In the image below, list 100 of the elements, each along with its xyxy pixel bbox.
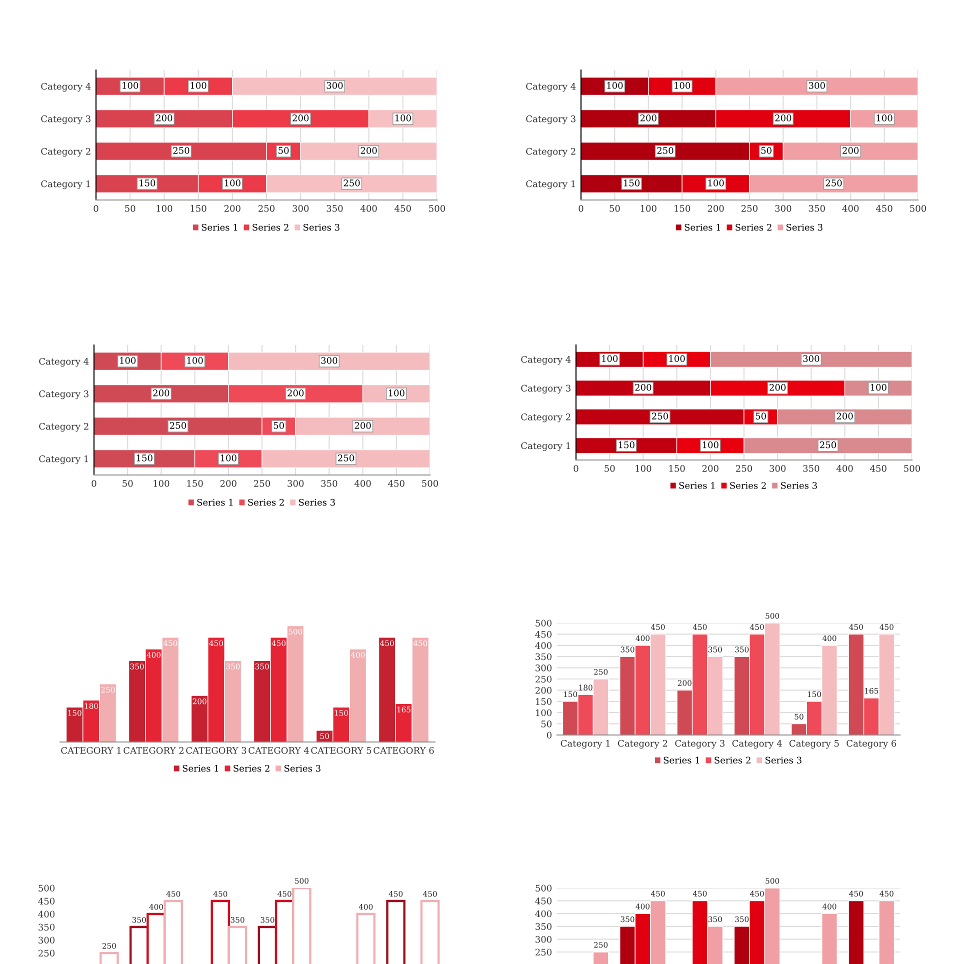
y-tick-label: 400 [535,910,552,918]
x-tick-label: CATEGORY 3 [186,747,246,754]
y-tick-label: 0 [546,732,552,739]
data-label: 200 [775,114,792,122]
x-tick-label: 100 [636,465,652,472]
data-label: 250 [170,422,186,429]
y-tick-label: 500 [536,884,552,892]
legend-label: Series 2 [234,764,270,772]
x-tick-label: 150 [187,480,203,487]
y-tick-label: Category 2 [41,148,90,157]
x-tick-label: 350 [321,480,338,487]
legend-label: Series 2 [248,498,284,506]
data-label: 100 [120,357,136,364]
data-label: 250 [338,454,354,462]
data-label: 200 [360,147,377,154]
x-tick-label: 150 [674,205,690,212]
data-label: 100 [876,114,892,122]
x-tick-label: 250 [254,480,270,487]
y-tick-label: Category 3 [39,390,88,400]
x-tick-label: Category 6 [846,740,896,749]
legend-label: Series 2 [252,224,288,231]
data-label: 200 [292,114,309,122]
x-tick-label: CATEGORY 6 [374,747,434,754]
x-tick-label: 500 [422,480,438,487]
y-tick-label: 250 [536,676,552,683]
y-tick-label: 300 [536,936,552,943]
x-tick-label: 300 [770,465,786,472]
y-tick-label: 100 [536,709,552,716]
data-label: 250 [344,180,360,186]
legend-label: Series 1 [664,756,700,764]
y-tick-label: Category 1 [521,442,570,451]
y-tick-label: 350 [38,924,55,931]
legend-label: Series 3 [284,764,320,772]
data-label: 200 [354,422,371,429]
data-label: 200 [156,114,172,122]
data-label: 100 [702,441,718,448]
data-label: 100 [220,454,236,462]
data-label: 150 [140,180,156,186]
y-tick-label: 350 [536,653,552,660]
x-tick-label: Category 5 [790,740,839,749]
x-tick-label: 500 [904,465,920,472]
data-label: 200 [842,147,859,154]
x-tick-label: 450 [388,480,404,487]
y-tick-label: Category 4 [39,358,89,367]
data-label: 50 [278,147,289,154]
legend-label: Series 3 [786,224,822,231]
y-tick-label: Category 2 [39,422,88,432]
data-label: 100 [388,390,404,396]
data-label: 100 [607,82,623,89]
data-label: 300 [803,355,820,362]
legend-label: Series 2 [736,224,772,231]
data-label: 100 [190,82,206,89]
data-label: 50 [761,147,772,154]
y-tick-label: 350 [536,923,552,930]
legend-label: Series 1 [684,224,720,231]
x-tick-label: 0 [578,205,584,212]
data-label: 100 [122,82,138,89]
x-tick-label: Category 1 [560,740,610,749]
x-tick-label: 0 [92,480,96,487]
data-label: 250 [820,441,836,448]
x-tick-label: 100 [640,205,656,212]
x-tick-label: 0 [94,205,98,212]
x-tick-label: 200 [224,205,240,212]
y-tick-label: Category 2 [526,148,576,157]
x-tick-label: 250 [741,205,758,212]
legend-label: Series 3 [781,482,817,489]
data-label: 100 [674,82,690,89]
data-label: 250 [652,412,668,420]
y-tick-label: Category 4 [521,356,571,365]
x-tick-label: 50 [610,205,620,212]
x-tick-label: CATEGORY 5 [311,747,372,754]
x-tick-label: 250 [736,465,752,472]
data-label: 250 [657,147,674,154]
x-tick-label: 400 [842,205,859,212]
x-tick-label: 450 [876,205,892,212]
y-tick-label: 300 [38,936,55,944]
y-tick-label: 400 [38,910,55,918]
x-tick-label: Category 3 [675,740,724,749]
y-tick-label: 300 [536,664,552,672]
data-label: 100 [870,384,886,391]
y-tick-label: 450 [535,898,552,904]
x-tick-label: 100 [156,205,172,212]
data-label: 200 [153,390,170,396]
x-tick-label: 100 [154,480,170,487]
y-tick-label: 500 [536,620,552,627]
y-tick-label: 150 [536,698,552,705]
legend-label: Series 1 [679,482,715,489]
x-tick-label: 350 [808,205,825,212]
legend-label: Series 3 [299,498,335,506]
x-tick-label: 250 [258,205,275,212]
data-label: 100 [224,180,240,186]
x-tick-label: 150 [669,465,685,472]
data-label: 200 [635,384,652,391]
y-tick-label: 500 [38,884,55,892]
y-tick-label: 250 [38,950,55,957]
x-tick-label: 300 [775,205,792,212]
x-tick-label: 500 [429,205,446,212]
data-label: 100 [187,357,203,364]
data-label: 150 [618,441,634,448]
data-label: 250 [173,147,190,154]
